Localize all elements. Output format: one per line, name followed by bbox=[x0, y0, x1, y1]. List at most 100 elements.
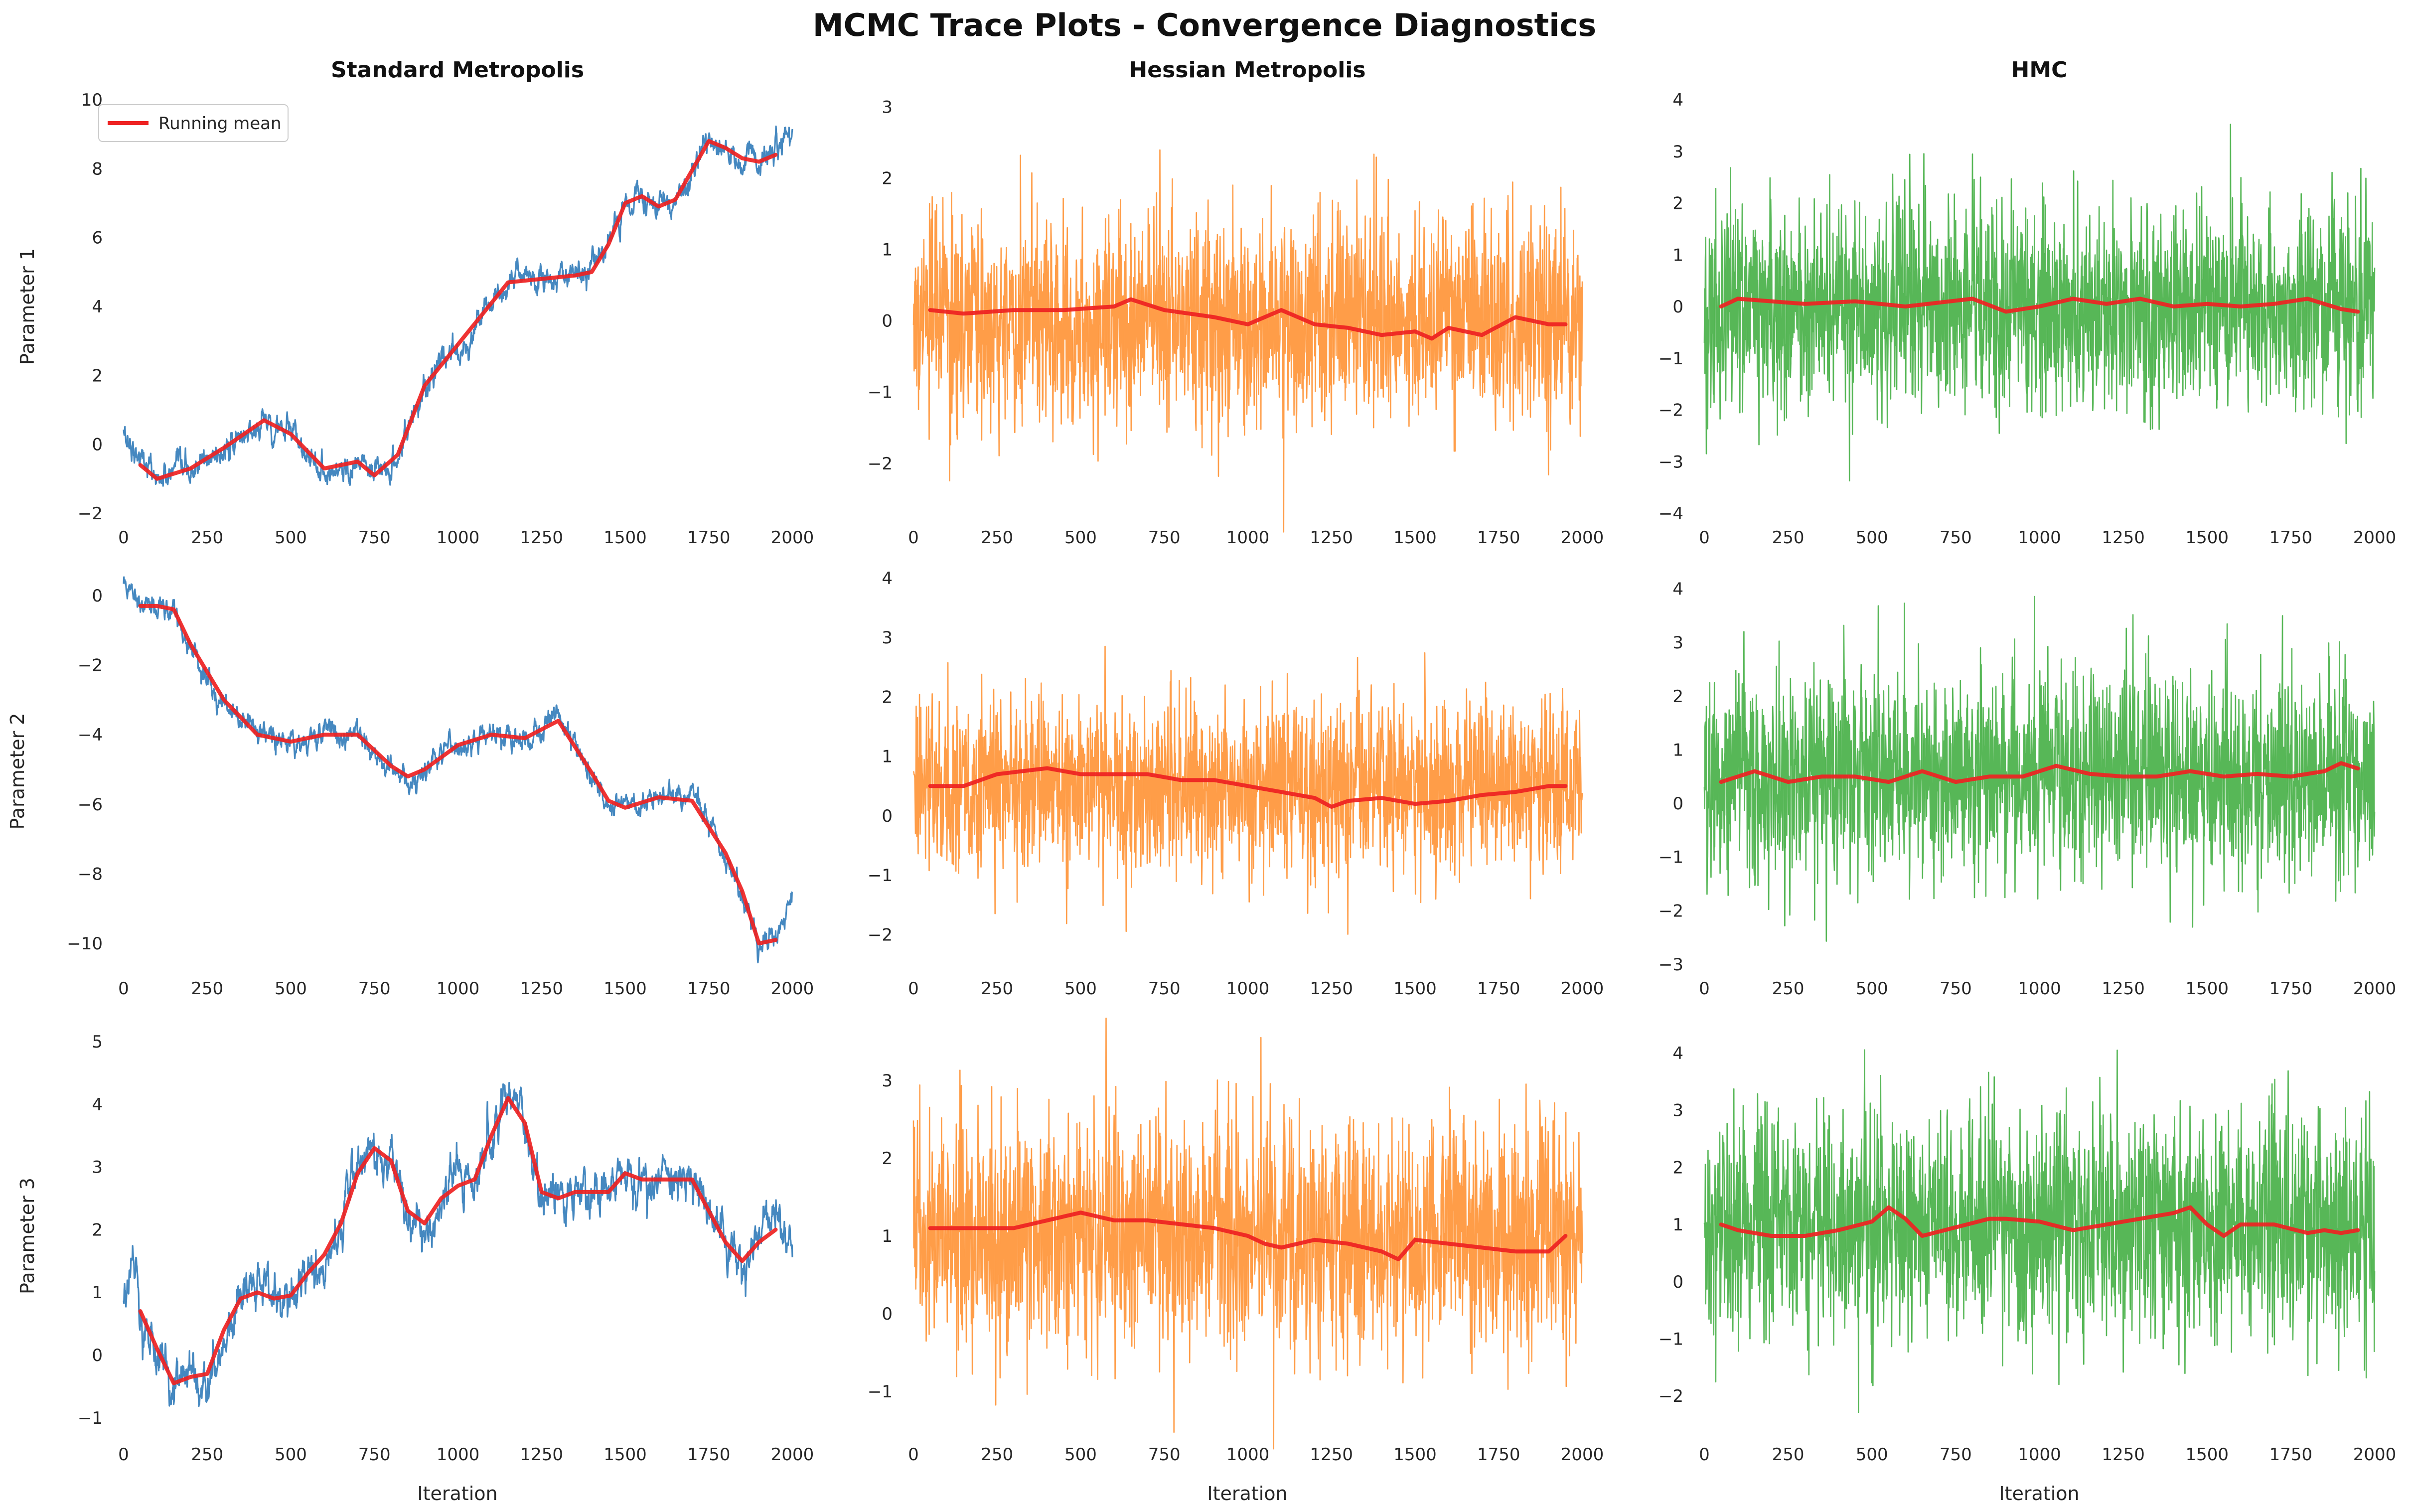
x-tick-label: 1500 bbox=[1393, 528, 1437, 548]
y-tick-label: 0 bbox=[1672, 794, 1683, 814]
x-tick-label: 250 bbox=[981, 1445, 1013, 1465]
x-tick-label: 250 bbox=[981, 979, 1013, 999]
x-tick-label: 750 bbox=[1148, 1445, 1181, 1465]
y-tick-label: 1 bbox=[882, 747, 893, 767]
x-tick-label: 2000 bbox=[1561, 528, 1604, 548]
y-tick-label: 4 bbox=[1672, 1044, 1683, 1063]
x-tick-label: 1000 bbox=[1226, 1445, 1270, 1465]
y-tick-label: 6 bbox=[92, 228, 103, 248]
x-tick-label: 2000 bbox=[1561, 979, 1604, 999]
x-tick-label: 0 bbox=[1699, 979, 1710, 999]
x-tick-label: 1750 bbox=[1477, 1445, 1520, 1465]
x-tick-label: 1250 bbox=[2102, 1445, 2145, 1465]
y-tick-label: 1 bbox=[882, 240, 893, 260]
x-tick-label: 250 bbox=[981, 528, 1013, 548]
y-tick-label: 4 bbox=[1672, 90, 1683, 110]
x-tick-label: 2000 bbox=[2353, 528, 2397, 548]
x-tick-label: 750 bbox=[1940, 528, 1972, 548]
x-tick-label: 1500 bbox=[1393, 1445, 1437, 1465]
subplot-grid: 0 250 500 750 1000 1250 1500 1750 2000−20246810P… bbox=[6, 90, 2396, 1465]
x-tick-label: 1250 bbox=[520, 979, 563, 999]
x-tick-label: 2000 bbox=[2353, 979, 2397, 999]
legend-label: Running mean bbox=[158, 114, 282, 134]
x-tick-label: 750 bbox=[358, 979, 391, 999]
y-tick-label: −1 bbox=[1658, 1329, 1683, 1349]
x-tick-label: 1500 bbox=[2185, 528, 2229, 548]
x-tick-label: 1500 bbox=[1393, 979, 1437, 999]
x-tick-label: 0 bbox=[908, 1445, 919, 1465]
x-tick-label: 2000 bbox=[771, 979, 814, 999]
x-tick-label: 250 bbox=[191, 979, 223, 999]
running-mean-line bbox=[928, 766, 1568, 809]
x-tick-label: 1250 bbox=[1310, 1445, 1353, 1465]
x-tick-label: 1250 bbox=[2102, 528, 2145, 548]
x-tick-label: 250 bbox=[1772, 1445, 1805, 1465]
y-tick-label: −2 bbox=[868, 925, 893, 945]
trace-line bbox=[1703, 124, 2376, 482]
column-title-hmc: HMC bbox=[2011, 57, 2068, 83]
y-tick-label: 0 bbox=[1672, 297, 1683, 317]
x-tick-label: 1750 bbox=[687, 979, 731, 999]
x-tick-label: 1750 bbox=[687, 528, 731, 548]
x-tick-label: 750 bbox=[1148, 528, 1181, 548]
y-tick-label: 3 bbox=[1672, 633, 1683, 653]
x-tick-label: 0 bbox=[908, 979, 919, 999]
x-tick-label: 0 bbox=[118, 1445, 129, 1465]
x-tick-label: 1000 bbox=[2018, 528, 2061, 548]
x-tick-label: 1750 bbox=[1477, 979, 1520, 999]
y-tick-label: 2 bbox=[92, 366, 103, 386]
y-tick-label: −1 bbox=[78, 1408, 103, 1428]
x-tick-label: 1750 bbox=[2269, 528, 2313, 548]
x-tick-label: 500 bbox=[1064, 1445, 1097, 1465]
x-tick-label: 2000 bbox=[771, 528, 814, 548]
y-tick-label: 3 bbox=[882, 97, 893, 117]
subplot-r1c2: 0 250 500 750 1000 1250 1500 1750 2000 −2 −1 0 1 2 3 bbox=[868, 97, 1604, 548]
y-tick-label: 0 bbox=[92, 586, 103, 606]
y-tick-label: −2 bbox=[868, 454, 893, 474]
y-tick-label: 0 bbox=[882, 311, 893, 331]
legend-box bbox=[98, 104, 289, 142]
x-tick-label: 500 bbox=[1064, 979, 1097, 999]
y-tick-label: −3 bbox=[1658, 452, 1683, 472]
x-tick-label: 1000 bbox=[1226, 979, 1270, 999]
y-tick-label: 0 bbox=[1672, 1272, 1683, 1292]
x-tick-label: 1000 bbox=[2018, 1445, 2061, 1465]
x-tick-label: 500 bbox=[275, 1445, 307, 1465]
running-mean-line bbox=[138, 604, 778, 946]
y-tick-label: 4 bbox=[92, 1095, 103, 1115]
x-tick-label: 250 bbox=[191, 1445, 223, 1465]
x-tick-label: 750 bbox=[1148, 979, 1181, 999]
y-tick-label: 2 bbox=[92, 1220, 103, 1240]
y-tick-label: 1 bbox=[882, 1226, 893, 1246]
y-tick-label: 3 bbox=[1672, 1101, 1683, 1121]
x-tick-label: 2000 bbox=[1561, 1445, 1604, 1465]
x-tick-label: 750 bbox=[358, 1445, 391, 1465]
subplot-r3c1: 0 250 500 750 1000 1250 1500 1750 2000 −1 0 1 2 3 4 5 Pa… bbox=[16, 1032, 814, 1465]
y-tick-label: −2 bbox=[78, 656, 103, 676]
y-tick-label: −2 bbox=[1658, 401, 1683, 421]
x-tick-label: 500 bbox=[275, 528, 307, 548]
x-tick-label: 0 bbox=[118, 528, 129, 548]
x-tick-label: 1000 bbox=[437, 1445, 480, 1465]
x-tick-label: 1750 bbox=[2269, 979, 2313, 999]
x-tick-label: 0 bbox=[908, 528, 919, 548]
running-mean-line bbox=[1719, 761, 2360, 784]
y-tick-label: 2 bbox=[1672, 1158, 1683, 1178]
y-tick-label: 4 bbox=[92, 297, 103, 317]
x-tick-label: 250 bbox=[1772, 979, 1805, 999]
x-tick-label: 1000 bbox=[2018, 979, 2061, 999]
y-tick-label: 0 bbox=[92, 435, 103, 455]
x-tick-label: 1500 bbox=[2185, 1445, 2229, 1465]
y-tick-label: 2 bbox=[1672, 687, 1683, 707]
x-tick-label: 750 bbox=[358, 528, 391, 548]
y-tick-label: 2 bbox=[882, 168, 893, 188]
running-mean-line bbox=[928, 297, 1568, 341]
y-tick-label: −8 bbox=[78, 864, 103, 884]
y-tick-label: −3 bbox=[1658, 955, 1683, 975]
x-tick-label: 500 bbox=[1064, 528, 1097, 548]
x-axis-label-col3: Iteration bbox=[1999, 1483, 2079, 1505]
x-tick-label: 1500 bbox=[603, 528, 647, 548]
row-label: Parameter 3 bbox=[16, 1178, 38, 1294]
y-tick-label: 0 bbox=[882, 806, 893, 826]
